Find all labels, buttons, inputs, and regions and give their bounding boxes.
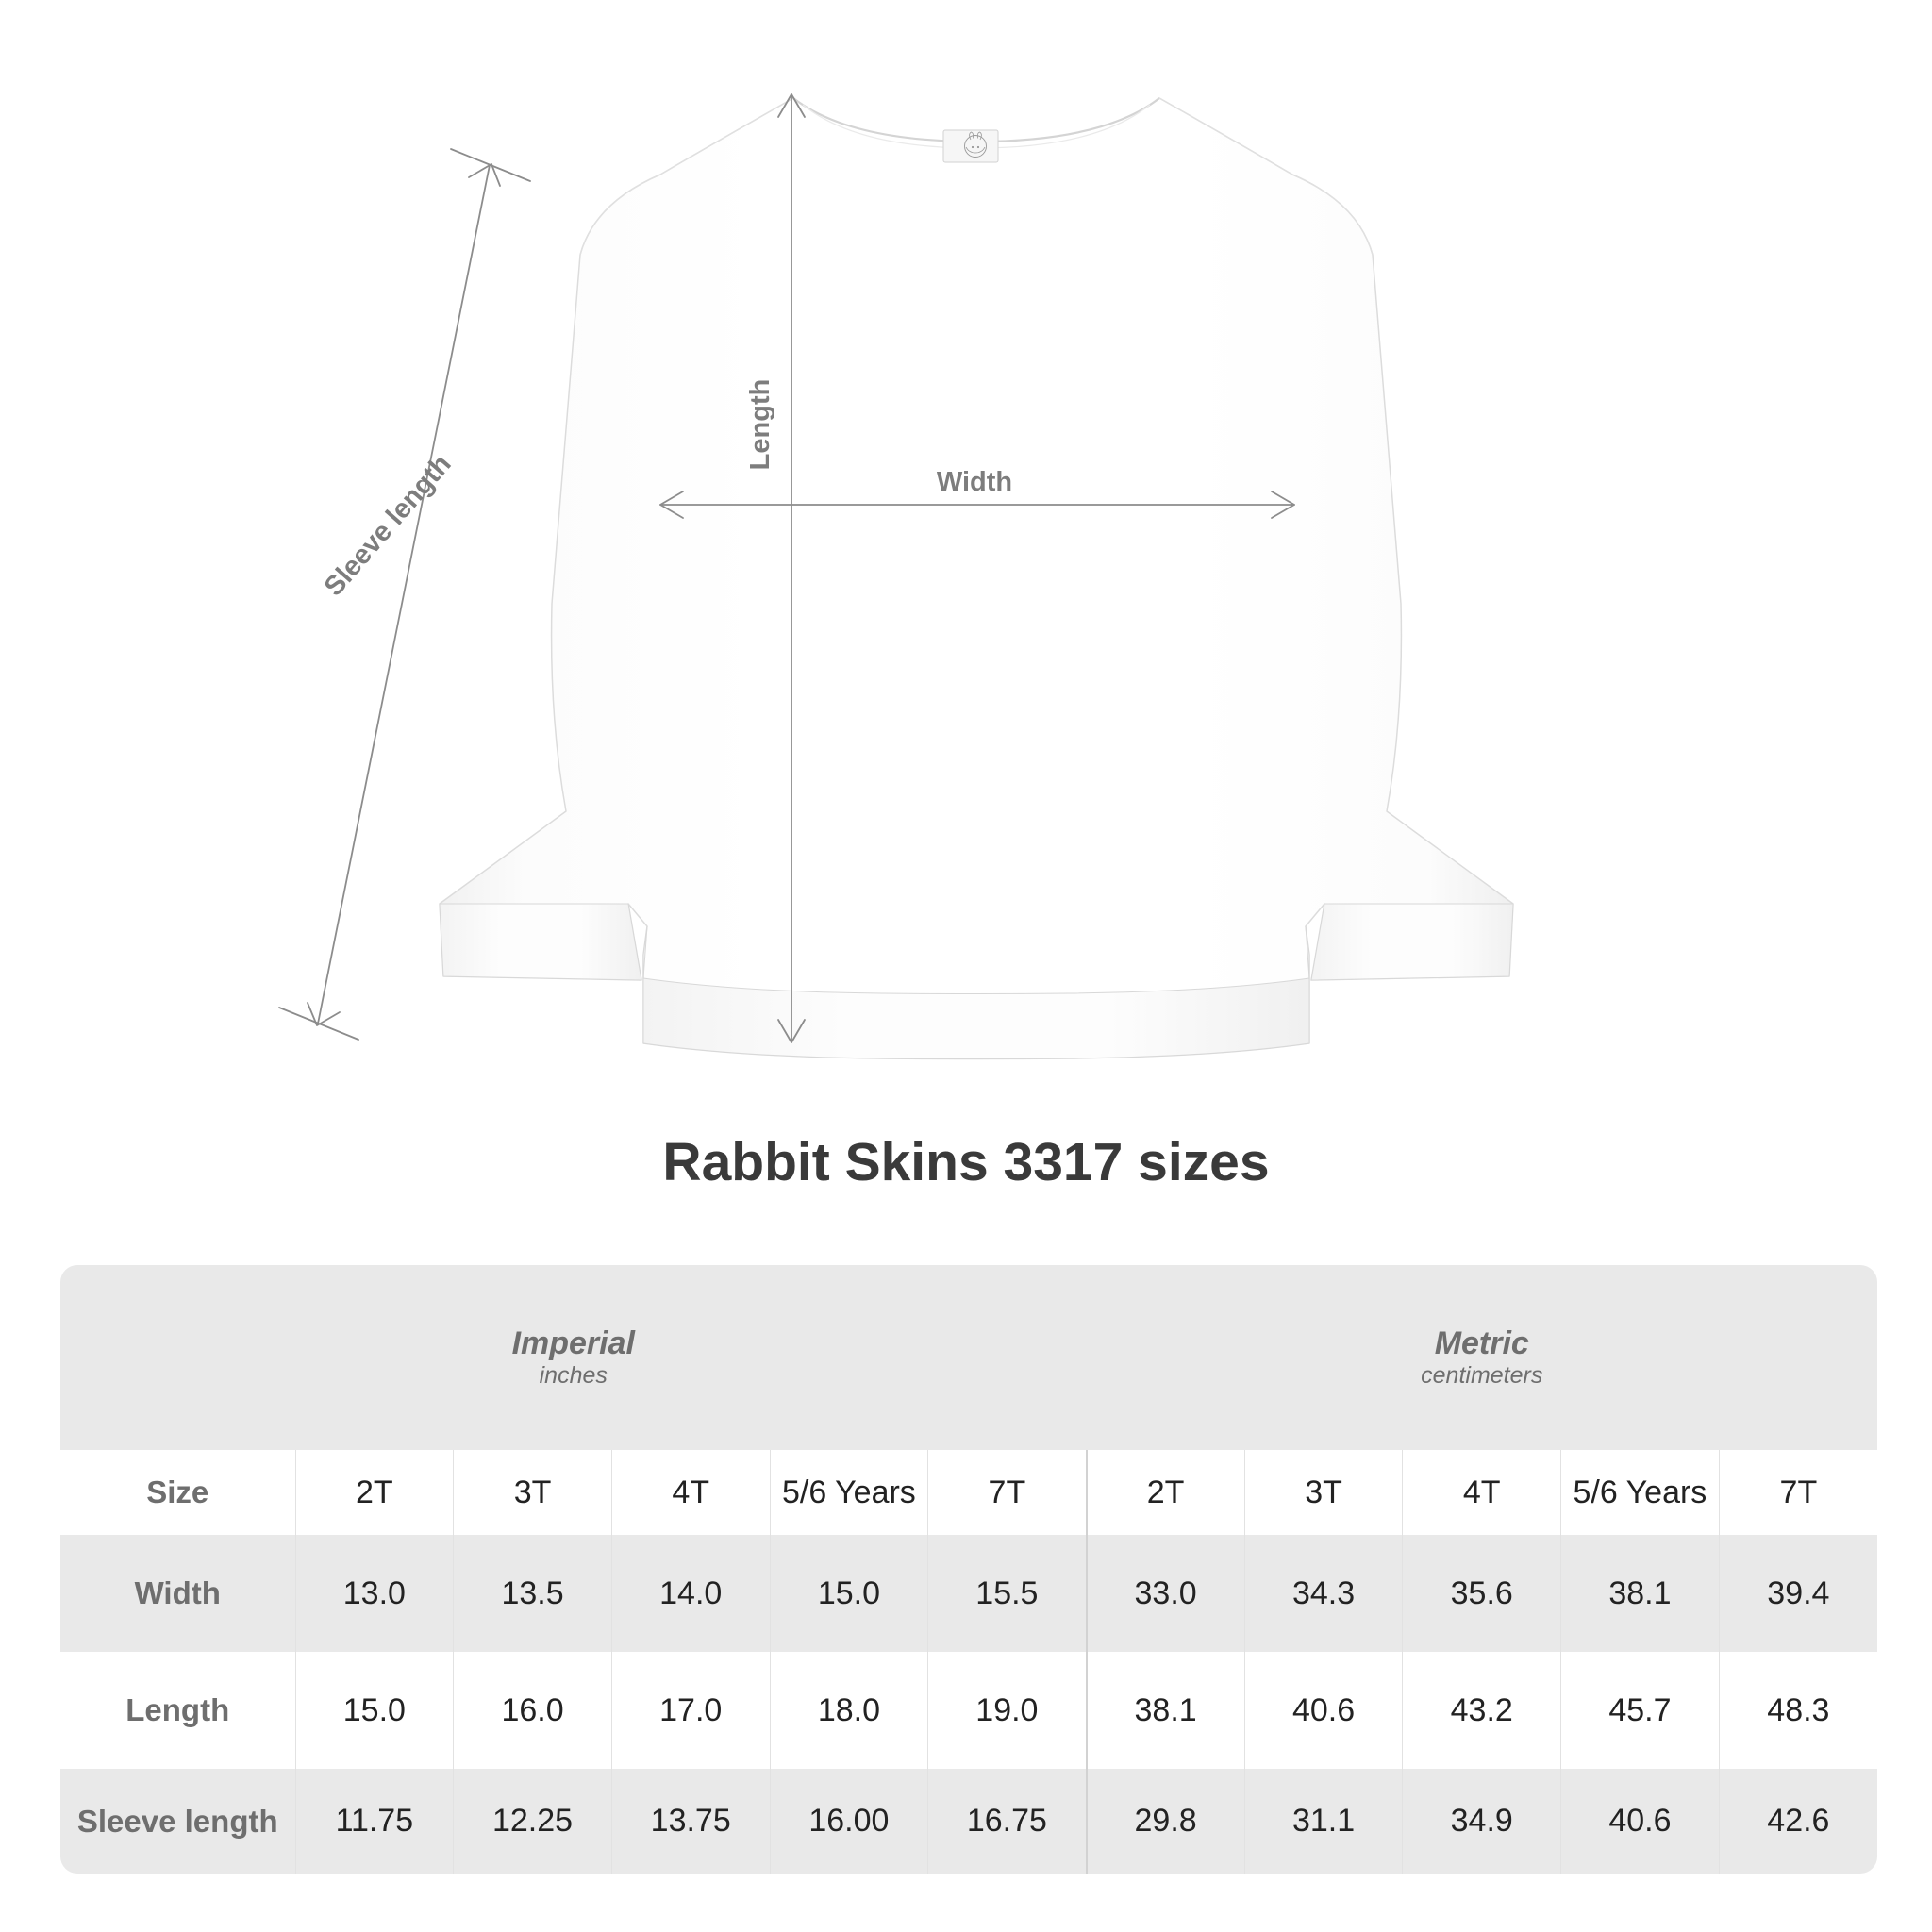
svg-text:Width: Width (937, 467, 1012, 497)
svg-text:Length: Length (745, 379, 775, 471)
svg-text:Sleeve length: Sleeve length (319, 449, 458, 602)
